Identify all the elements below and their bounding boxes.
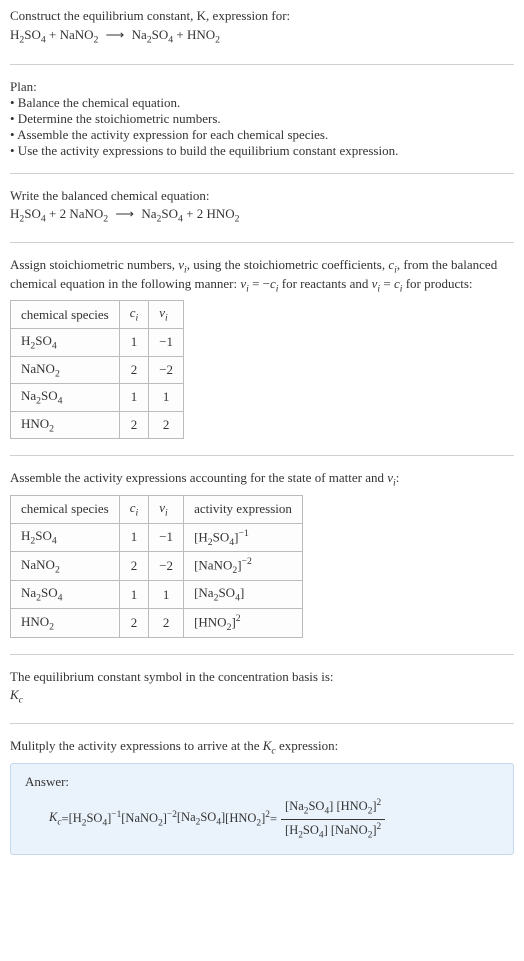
cell-ci: 1	[119, 384, 149, 412]
table-header-row: chemical species ci νi activity expressi…	[11, 495, 303, 523]
kc-symbol: Kc	[10, 687, 514, 706]
table-row: HNO2 2 2 [HNO2]2	[11, 608, 303, 637]
table-row: NaNO2 2 −2 [NaNO2]−2	[11, 552, 303, 581]
cell-nui: 2	[149, 411, 184, 439]
prompt-text: Construct the equilibrium constant, K, e…	[10, 8, 514, 24]
section-balanced: Write the balanced chemical equation: H2…	[10, 188, 514, 244]
col-ci: ci	[119, 301, 149, 329]
kc-expression: Kc = [H2SO4]−1 [NaNO2]−2 [Na2SO4] [HNO2]…	[49, 798, 499, 840]
table-row: H2SO4 1 −1	[11, 328, 184, 356]
col-nui: νi	[149, 301, 184, 329]
cell-ci: 1	[119, 328, 149, 356]
stoich-table: chemical species ci νi H2SO4 1 −1 NaNO2 …	[10, 300, 184, 439]
cell-species: H2SO4	[11, 523, 120, 552]
multiply-title: Mulitply the activity expressions to arr…	[10, 738, 514, 757]
plan-title: Plan:	[10, 79, 514, 95]
prompt-line1: Construct the equilibrium constant, K, e…	[10, 8, 290, 23]
balanced-title: Write the balanced chemical equation:	[10, 188, 514, 204]
cell-nui: 1	[149, 384, 184, 412]
cell-species: NaNO2	[11, 552, 120, 581]
cell-species: NaNO2	[11, 356, 120, 384]
cell-species: Na2SO4	[11, 581, 120, 609]
balanced-equation: H2SO4 + 2 NaNO2 ⟶ Na2SO4 + 2 HNO2	[10, 206, 514, 225]
cell-species: H2SO4	[11, 328, 120, 356]
table-row: NaNO2 2 −2	[11, 356, 184, 384]
cell-nui: −2	[149, 356, 184, 384]
term-h2so4: [H2SO4]−1	[69, 810, 122, 829]
cell-species: Na2SO4	[11, 384, 120, 412]
cell-species: HNO2	[11, 411, 120, 439]
plan-bullet: • Determine the stoichiometric numbers.	[10, 111, 514, 127]
col-species: chemical species	[11, 301, 120, 329]
species-na2so4: Na2SO4	[132, 27, 174, 42]
table-header-row: chemical species ci νi	[11, 301, 184, 329]
cell-nui: 1	[149, 581, 184, 609]
cell-ci: 2	[119, 411, 149, 439]
species-na2so4: Na2SO4	[141, 206, 183, 221]
cell-activity: [HNO2]2	[184, 608, 303, 637]
species-hno2: HNO2	[206, 206, 239, 221]
section-plan: Plan: • Balance the chemical equation. •…	[10, 79, 514, 174]
cell-nui: 2	[149, 608, 184, 637]
species-hno2: HNO2	[187, 27, 220, 42]
cell-ci: 2	[119, 608, 149, 637]
plan-bullet: • Assemble the activity expression for e…	[10, 127, 514, 143]
cell-ci: 2	[119, 552, 149, 581]
term-nano2: [NaNO2]−2	[121, 810, 177, 829]
c-i: ci	[388, 257, 397, 272]
kc-fraction: [Na2SO4] [HNO2]2 [H2SO4] [NaNO2]2	[281, 798, 385, 840]
cell-activity: [Na2SO4]	[184, 581, 303, 609]
plus: +	[183, 206, 197, 221]
answer-label: Answer:	[25, 774, 499, 790]
kc-title: The equilibrium constant symbol in the c…	[10, 669, 514, 685]
cell-activity: [NaNO2]−2	[184, 552, 303, 581]
species-h2so4: H2SO4	[10, 27, 46, 42]
cell-nui: −2	[149, 552, 184, 581]
species-nano2: NaNO2	[60, 27, 99, 42]
section-prompt: Construct the equilibrium constant, K, e…	[10, 8, 514, 65]
cell-nui: −1	[149, 523, 184, 552]
species-nano2: NaNO2	[69, 206, 108, 221]
plan-bullet: • Use the activity expressions to build …	[10, 143, 514, 159]
section-stoich: Assign stoichiometric numbers, νi, using…	[10, 257, 514, 456]
cell-ci: 2	[119, 356, 149, 384]
stoich-text: Assign stoichiometric numbers, νi, using…	[10, 257, 514, 294]
section-kc-symbol: The equilibrium constant symbol in the c…	[10, 669, 514, 725]
plan-bullet: • Balance the chemical equation.	[10, 95, 514, 111]
table-row: Na2SO4 1 1	[11, 384, 184, 412]
table-row: H2SO4 1 −1 [H2SO4]−1	[11, 523, 303, 552]
col-ci: ci	[119, 495, 149, 523]
cell-ci: 1	[119, 523, 149, 552]
nu-i: νi	[178, 257, 187, 272]
cell-species: HNO2	[11, 608, 120, 637]
plus: +	[46, 27, 60, 42]
activity-title: Assemble the activity expressions accoun…	[10, 470, 514, 489]
kc: Kc	[49, 810, 62, 828]
cell-activity: [H2SO4]−1	[184, 523, 303, 552]
col-species: chemical species	[11, 495, 120, 523]
term-na2so4: [Na2SO4]	[177, 810, 225, 828]
kc-denominator: [H2SO4] [NaNO2]2	[281, 820, 385, 841]
section-answer: Mulitply the activity expressions to arr…	[10, 738, 514, 869]
answer-box: Answer: Kc = [H2SO4]−1 [NaNO2]−2 [Na2SO4…	[10, 763, 514, 855]
cell-nui: −1	[149, 328, 184, 356]
arrow-icon: ⟶	[106, 27, 125, 43]
kc-numerator: [Na2SO4] [HNO2]2	[281, 798, 385, 820]
coeff: 2	[197, 206, 207, 221]
table-row: HNO2 2 2	[11, 411, 184, 439]
arrow-icon: ⟶	[115, 206, 134, 222]
col-nui: νi	[149, 495, 184, 523]
unbalanced-equation: H2SO4 + NaNO2 ⟶ Na2SO4 + HNO2	[10, 27, 514, 46]
section-activity: Assemble the activity expressions accoun…	[10, 470, 514, 655]
plus: +	[46, 206, 60, 221]
table-row: Na2SO4 1 1 [Na2SO4]	[11, 581, 303, 609]
plus: +	[173, 27, 187, 42]
cell-ci: 1	[119, 581, 149, 609]
species-h2so4: H2SO4	[10, 206, 46, 221]
term-hno2: [HNO2]2	[225, 810, 270, 829]
activity-table: chemical species ci νi activity expressi…	[10, 495, 303, 638]
coeff: 2	[60, 206, 70, 221]
col-activity: activity expression	[184, 495, 303, 523]
